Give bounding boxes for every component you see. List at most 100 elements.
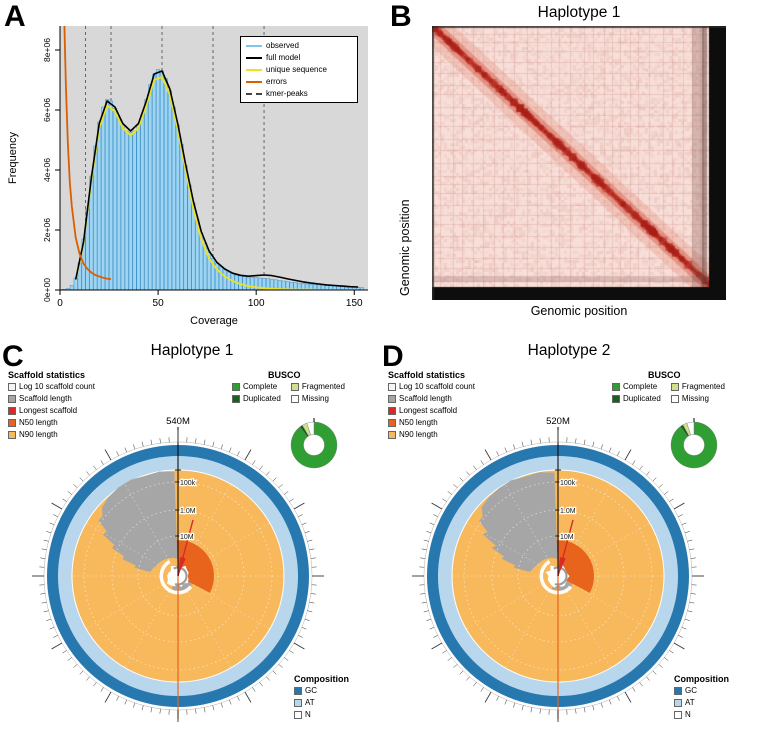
- panel-b-xlabel: Genomic position: [530, 304, 628, 318]
- legend-label: AT: [685, 698, 695, 707]
- legend-item: observed: [246, 41, 352, 50]
- observed-bar: [313, 284, 317, 290]
- ring-tick: [658, 484, 663, 488]
- legend-label: N: [305, 710, 311, 719]
- observed-bar: [128, 132, 133, 290]
- legend-item: Duplicated: [612, 394, 661, 404]
- legend-item: N50 length: [8, 418, 95, 428]
- x-tick-label: 150: [346, 298, 363, 309]
- angular-gridline: [86, 584, 163, 629]
- legend-item: Longest scaffold: [8, 406, 95, 416]
- ring-tick: [244, 449, 252, 461]
- observed-bar: [148, 84, 153, 290]
- ring-tick: [423, 610, 429, 613]
- ring-tick: [639, 682, 643, 687]
- panel-a-genomescope: A 0 50 100 150 0e+00 2e+06 4e+06 6e+06 8e+06 Cove…: [0, 0, 384, 336]
- ring-tick: [212, 441, 215, 447]
- angular-gridline: [125, 591, 170, 668]
- ring-tick: [159, 708, 161, 714]
- ring-tick: [301, 627, 307, 630]
- ring-tick: [79, 670, 84, 675]
- ring-tick: [466, 471, 470, 476]
- angular-gridline: [193, 584, 270, 629]
- series-layer: [61, 26, 365, 290]
- ring-tick: [73, 664, 78, 668]
- ring-tick: [673, 502, 685, 510]
- ring-tick: [429, 627, 435, 630]
- observed-bar: [297, 282, 302, 290]
- observed-bar: [254, 277, 259, 290]
- x-tick-label: 50: [153, 298, 165, 309]
- legend-label: Missing: [681, 394, 709, 403]
- ring-tick: [664, 491, 669, 495]
- ring-tick: [431, 502, 443, 510]
- legend-label: Longest scaffold: [399, 406, 458, 415]
- ring-tick: [687, 539, 693, 542]
- legend-label: Scaffold length: [19, 394, 72, 403]
- ring-tick: [289, 498, 294, 502]
- legend-item: kmer-peaks: [246, 89, 352, 98]
- ring-tick: [229, 699, 232, 705]
- ring-tick: [203, 707, 206, 713]
- observed-bar: [293, 282, 298, 290]
- angular-gridline: [505, 484, 550, 561]
- ring-tick: [689, 601, 695, 604]
- legend-item: Fragmented: [290, 382, 345, 392]
- ring-tick: [617, 696, 620, 701]
- legend-label: Missing: [301, 394, 329, 403]
- observed-bar: [132, 130, 137, 290]
- ring-tick: [496, 696, 499, 701]
- busco-segment-complete: [290, 421, 338, 469]
- ring-tick: [116, 451, 119, 456]
- observed-bar: [246, 276, 251, 290]
- legend-label: GC: [685, 686, 697, 695]
- ring-tick: [284, 657, 289, 661]
- ring-tick: [583, 439, 586, 445]
- ring-tick: [259, 682, 263, 687]
- ring-tick: [220, 444, 223, 450]
- errors-line: [63, 26, 112, 281]
- legend-swatch: [388, 431, 396, 439]
- legend-item: Log 10 scaffold count: [8, 382, 95, 392]
- legend-title: Composition: [294, 674, 349, 684]
- ring-tick: [116, 696, 119, 701]
- ring-tick: [53, 635, 58, 638]
- ring-tick: [43, 610, 49, 613]
- observed-bar: [250, 277, 255, 290]
- legend-label: Log 10 scaffold count: [399, 382, 475, 391]
- ring-tick: [104, 449, 112, 461]
- ring-tick: [521, 705, 524, 711]
- legend-swatch: [294, 711, 302, 719]
- ring-tick: [93, 682, 97, 687]
- busco-segment-missing: [686, 421, 695, 436]
- legend-swatch: [670, 395, 679, 403]
- legend-swatch: [290, 383, 299, 391]
- ring-tick: [67, 657, 72, 661]
- ring-tick: [513, 444, 516, 450]
- observed-bar: [203, 243, 208, 290]
- ring-tick: [496, 451, 499, 456]
- ring-tick: [684, 531, 690, 534]
- ring-tick: [43, 539, 49, 542]
- ring-tick: [658, 664, 663, 668]
- observed-bar: [269, 278, 274, 290]
- legend-swatch: [8, 383, 16, 391]
- ring-tick: [46, 531, 52, 534]
- legend-swatch: [8, 419, 16, 427]
- legend-label: AT: [305, 698, 315, 707]
- ring-tick: [420, 593, 426, 595]
- ring-tick: [689, 548, 695, 551]
- panel-c-title: Haplotype 1: [150, 342, 234, 359]
- ring-tick: [669, 498, 674, 502]
- legend-swatch: [232, 395, 240, 403]
- composition-legend: Composition GC AT N: [674, 674, 729, 720]
- ring-tick: [453, 664, 458, 668]
- ring-tick: [617, 451, 620, 456]
- ring-tick: [480, 460, 484, 465]
- ring-tick: [423, 539, 429, 542]
- legend-swatch: [388, 383, 396, 391]
- ring-tick: [583, 707, 586, 713]
- observed-bar: [226, 271, 231, 290]
- panel-c-letter: C: [2, 340, 24, 373]
